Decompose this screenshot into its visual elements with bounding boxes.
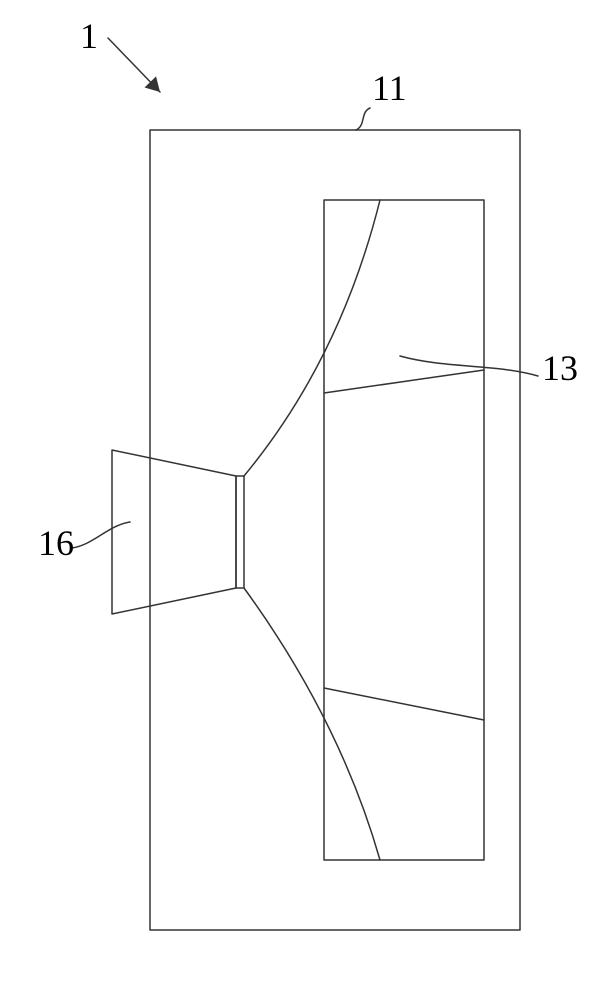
leader-l11 xyxy=(356,108,370,130)
upper-curve xyxy=(244,200,380,476)
labels-group: 1 11 13 16 xyxy=(38,16,578,563)
label-16: 16 xyxy=(38,523,74,563)
leader-l16 xyxy=(72,522,130,548)
leader-lines-group xyxy=(72,38,538,548)
outer-rect xyxy=(150,130,520,930)
lower-curve xyxy=(244,588,380,860)
label-11: 11 xyxy=(372,68,407,108)
label-1: 1 xyxy=(80,16,98,56)
left-trapezoid xyxy=(112,450,236,614)
shapes-group xyxy=(112,130,520,930)
technical-diagram: 1 11 13 16 xyxy=(0,0,604,1000)
label-13: 13 xyxy=(542,348,578,388)
lower-chord xyxy=(324,688,484,720)
leader-l13 xyxy=(400,356,538,376)
upper-chord xyxy=(324,370,484,393)
